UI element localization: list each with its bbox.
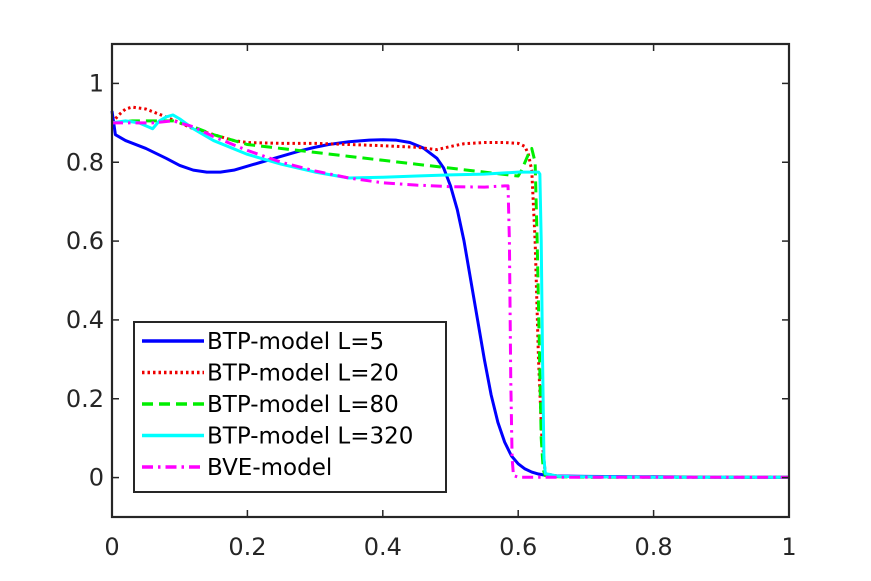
series-line-1: [110, 110, 789, 479]
legend-label-3: BTP-model L=80: [207, 392, 399, 418]
x-tick-label: 1: [781, 533, 796, 561]
legend: BTP-model L=5 BTP-model L=20 BTP-model L=8…: [133, 321, 447, 493]
legend-label-4: BTP-model L=320: [207, 424, 413, 450]
series-layer: [110, 105, 789, 479]
x-tick-label: 0.2: [228, 533, 266, 561]
legend-label-1: BTP-model L=5: [207, 329, 384, 355]
x-tick-label: 0.4: [364, 533, 402, 561]
legend-label-5: BVE-model: [207, 455, 332, 481]
x-tick-label: 0: [104, 533, 119, 561]
legend-label-2: BTP-model L=20: [207, 361, 399, 387]
y-tick-label: 0.4: [66, 306, 104, 334]
y-tick-label: 1: [89, 69, 104, 97]
x-tick-label: 0.8: [635, 533, 673, 561]
series-line-4: [111, 113, 789, 479]
x-tick-label: 0.6: [499, 533, 537, 561]
axes-frame: [110, 42, 791, 519]
y-tick-label: 0.6: [66, 227, 104, 255]
tick-layer: 0 0.2 0.4 0.6 0.8 1 0 0.2 0.4 0.6 0.8 1: [66, 44, 797, 561]
y-tick-label: 0.8: [66, 148, 104, 176]
y-tick-label: 0.2: [66, 385, 104, 413]
legend-box: [133, 321, 447, 493]
y-tick-label: 0: [89, 464, 104, 492]
